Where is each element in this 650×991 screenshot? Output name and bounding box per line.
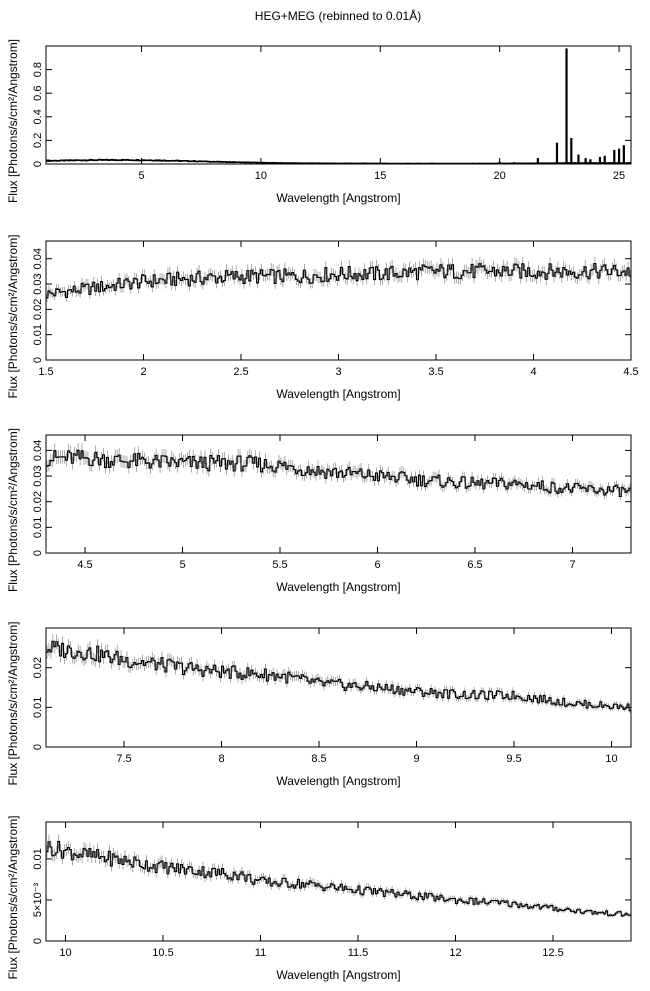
x-tick-label: 7.5 xyxy=(116,753,131,765)
x-axis-label: Wavelength [Angstrom] xyxy=(276,387,400,401)
y-tick-label: 0 xyxy=(32,357,44,363)
x-tick-label: 8.5 xyxy=(311,753,326,765)
y-axis-label: Flux [Photons/s/cm²/Angstrom] xyxy=(6,621,20,785)
x-tick-label: 10 xyxy=(255,170,267,182)
y-tick-label: 0.04 xyxy=(32,440,44,461)
y-axis-label: Flux [Photons/s/cm²/Angstrom] xyxy=(6,815,20,979)
y-tick-label: 0.01 xyxy=(32,697,44,718)
x-tick-label: 1.5 xyxy=(38,366,53,378)
x-tick-label: 5 xyxy=(179,559,185,571)
y-tick-label: 0.01 xyxy=(32,517,44,538)
x-tick-label: 3 xyxy=(335,366,341,378)
y-tick-label: 0.02 xyxy=(32,491,44,512)
chart-title: HEG+MEG (rebinned to 0.01Å) xyxy=(254,9,422,23)
x-tick-label: 8 xyxy=(218,753,224,765)
y-tick-label: 0 xyxy=(32,161,44,167)
spectrum-series-4 xyxy=(46,640,631,712)
spectrum-series-1 xyxy=(46,158,631,165)
plot-frame-2 xyxy=(45,240,632,361)
y-axis-label: Flux [Photons/s/cm²/Angstrom] xyxy=(6,428,20,592)
x-tick-label: 5 xyxy=(138,170,144,182)
x-tick-label: 5.5 xyxy=(272,559,287,571)
x-tick-label: 4.5 xyxy=(623,366,638,378)
y-tick-label: 0.01 xyxy=(32,324,44,345)
x-axis-label: Wavelength [Angstrom] xyxy=(276,968,400,982)
y-tick-label: 0.4 xyxy=(32,109,44,124)
x-tick-label: 6 xyxy=(374,559,380,571)
spectrum-series-3 xyxy=(46,449,631,498)
x-tick-label: 4.5 xyxy=(77,559,92,571)
y-tick-label: 0 xyxy=(32,938,44,944)
y-tick-label: 0.03 xyxy=(32,273,44,294)
y-tick-label: 0 xyxy=(32,744,44,750)
spectrum-series-5 xyxy=(46,840,631,917)
x-tick-label: 2.5 xyxy=(233,366,248,378)
plot-frame-3 xyxy=(45,434,632,554)
y-tick-label: 5×10⁻³ xyxy=(32,883,44,918)
x-tick-label: 25 xyxy=(613,170,625,182)
y-tick-label: 0.04 xyxy=(32,248,44,269)
x-tick-label: 3.5 xyxy=(428,366,443,378)
x-tick-label: 11 xyxy=(255,947,266,959)
y-tick-label: 0 xyxy=(32,550,44,556)
error-bars-5 xyxy=(46,834,631,918)
y-tick-label: 0.2 xyxy=(32,133,44,148)
y-tick-label: 0.8 xyxy=(32,62,44,77)
y-axis-label: Flux [Photons/s/cm²/Angstrom] xyxy=(6,234,20,398)
x-axis-label: Wavelength [Angstrom] xyxy=(276,191,400,205)
x-tick-label: 9.5 xyxy=(506,753,521,765)
x-tick-label: 20 xyxy=(494,170,506,182)
x-tick-label: 10 xyxy=(59,947,71,959)
y-axis-label: Flux [Photons/s/cm²/Angstrom] xyxy=(6,39,20,203)
spectrum-series-2 xyxy=(46,262,631,299)
y-tick-label: 0.6 xyxy=(32,86,44,101)
plot-frame-5 xyxy=(45,821,632,942)
x-tick-label: 7 xyxy=(569,559,575,571)
x-tick-label: 4 xyxy=(530,366,536,378)
x-tick-label: 2 xyxy=(140,366,146,378)
y-tick-label: 0.02 xyxy=(32,299,44,320)
x-tick-label: 12 xyxy=(449,947,461,959)
x-tick-label: 10 xyxy=(605,753,617,765)
x-tick-label: 15 xyxy=(374,170,386,182)
y-tick-label: 0.03 xyxy=(32,465,44,486)
x-axis-label: Wavelength [Angstrom] xyxy=(276,774,400,788)
plot-frame-4 xyxy=(45,627,632,748)
x-tick-label: 9 xyxy=(413,753,419,765)
x-axis-label: Wavelength [Angstrom] xyxy=(276,580,400,594)
x-tick-label: 11.5 xyxy=(348,947,369,959)
x-tick-label: 6.5 xyxy=(467,559,482,571)
y-tick-label: 0.01 xyxy=(32,848,44,869)
x-tick-label: 10.5 xyxy=(152,947,173,959)
x-tick-label: 12.5 xyxy=(542,947,563,959)
y-tick-label: 0.02 xyxy=(32,657,44,678)
plot-frame-1 xyxy=(45,45,632,165)
